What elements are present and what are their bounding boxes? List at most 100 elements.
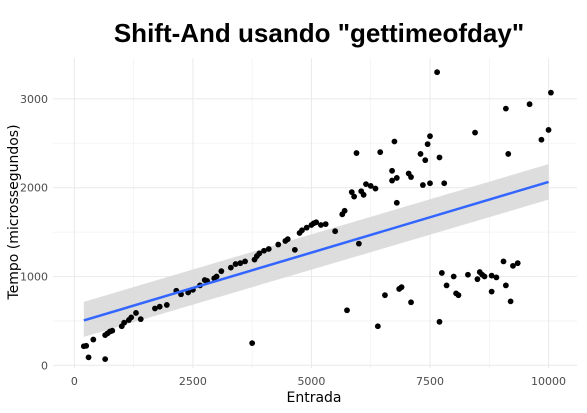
data-point bbox=[450, 273, 457, 280]
data-point bbox=[242, 258, 248, 265]
data-point bbox=[163, 302, 170, 308]
data-point bbox=[152, 305, 158, 312]
data-point bbox=[348, 189, 355, 196]
data-point bbox=[538, 136, 545, 143]
data-point bbox=[441, 180, 448, 187]
fit-line-group bbox=[83, 180, 549, 322]
data-point bbox=[291, 246, 298, 253]
data-point bbox=[481, 273, 488, 280]
data-point bbox=[121, 319, 128, 326]
data-point bbox=[526, 101, 533, 108]
data-point bbox=[382, 292, 388, 299]
data-point bbox=[341, 207, 348, 214]
data-point bbox=[393, 199, 400, 206]
data-point bbox=[85, 354, 92, 361]
tick-labels: 0 2500 5000 7500 10000 0 1000 2000 3000 bbox=[20, 93, 566, 388]
data-point bbox=[443, 282, 450, 289]
data-point bbox=[514, 260, 521, 267]
data-point bbox=[436, 318, 443, 325]
y-tick-label: 3000 bbox=[20, 93, 48, 106]
data-point bbox=[424, 141, 431, 148]
data-point bbox=[548, 89, 554, 96]
data-point bbox=[265, 246, 272, 252]
x-tick-label: 5000 bbox=[297, 375, 325, 388]
y-tick-label: 0 bbox=[41, 359, 48, 372]
data-point bbox=[353, 150, 360, 156]
data-point bbox=[391, 138, 398, 145]
data-point bbox=[102, 356, 109, 363]
y-tick-label: 2000 bbox=[20, 182, 48, 195]
data-point bbox=[109, 327, 116, 334]
data-point bbox=[427, 180, 433, 187]
data-point bbox=[232, 261, 239, 267]
data-point bbox=[313, 219, 320, 226]
data-point bbox=[545, 127, 552, 133]
data-point bbox=[510, 262, 516, 269]
data-point bbox=[488, 272, 495, 279]
data-point bbox=[344, 307, 350, 314]
data-point bbox=[137, 316, 144, 323]
data-point bbox=[213, 273, 220, 280]
data-point bbox=[502, 105, 509, 112]
data-point bbox=[505, 151, 512, 157]
data-point bbox=[261, 247, 267, 254]
data-point bbox=[256, 250, 263, 257]
data-point bbox=[408, 174, 414, 180]
data-point bbox=[389, 177, 395, 184]
data-point bbox=[284, 236, 291, 243]
data-point bbox=[360, 191, 367, 198]
data-point bbox=[351, 193, 358, 200]
data-point bbox=[332, 228, 339, 235]
data-point bbox=[434, 69, 441, 76]
data-points bbox=[80, 69, 554, 363]
data-point bbox=[427, 133, 433, 140]
data-point bbox=[377, 149, 384, 156]
data-point bbox=[90, 336, 97, 343]
data-point bbox=[363, 181, 369, 188]
data-point bbox=[455, 292, 462, 299]
data-point bbox=[389, 167, 395, 174]
data-point bbox=[299, 227, 305, 234]
data-point bbox=[398, 284, 405, 291]
data-point bbox=[493, 274, 500, 281]
data-point bbox=[355, 240, 362, 247]
data-point bbox=[419, 182, 426, 188]
data-point bbox=[422, 157, 429, 164]
x-tick-label: 0 bbox=[71, 375, 78, 388]
data-point bbox=[500, 258, 507, 265]
data-point bbox=[218, 268, 225, 275]
data-point bbox=[408, 299, 414, 306]
data-point bbox=[465, 271, 471, 278]
data-point bbox=[436, 154, 443, 161]
data-point bbox=[417, 151, 424, 157]
data-point bbox=[275, 241, 282, 248]
data-point bbox=[367, 183, 374, 189]
data-point bbox=[318, 222, 324, 228]
data-point bbox=[156, 303, 163, 310]
x-tick-label: 10000 bbox=[531, 375, 566, 388]
data-point bbox=[507, 298, 514, 305]
chart-title: Shift-And usando "gettimeofday" bbox=[114, 18, 524, 48]
data-point bbox=[227, 264, 234, 271]
data-point bbox=[474, 276, 481, 283]
y-tick-label: 1000 bbox=[20, 271, 48, 284]
x-tick-label: 2500 bbox=[179, 375, 207, 388]
data-point bbox=[249, 340, 256, 347]
data-point bbox=[472, 129, 478, 136]
data-point bbox=[133, 310, 139, 316]
x-axis-title: Entrada bbox=[286, 390, 341, 406]
data-point bbox=[488, 288, 495, 295]
y-axis-title: Tempo (microssegundos) bbox=[6, 124, 22, 300]
data-point bbox=[322, 221, 329, 228]
fit-line bbox=[83, 180, 549, 322]
data-point bbox=[502, 282, 509, 289]
data-point bbox=[372, 185, 379, 192]
data-point bbox=[237, 260, 244, 267]
data-point bbox=[83, 342, 90, 349]
data-point bbox=[393, 175, 400, 181]
data-point bbox=[128, 314, 135, 321]
data-point bbox=[303, 224, 310, 231]
x-tick-label: 7500 bbox=[416, 375, 444, 388]
